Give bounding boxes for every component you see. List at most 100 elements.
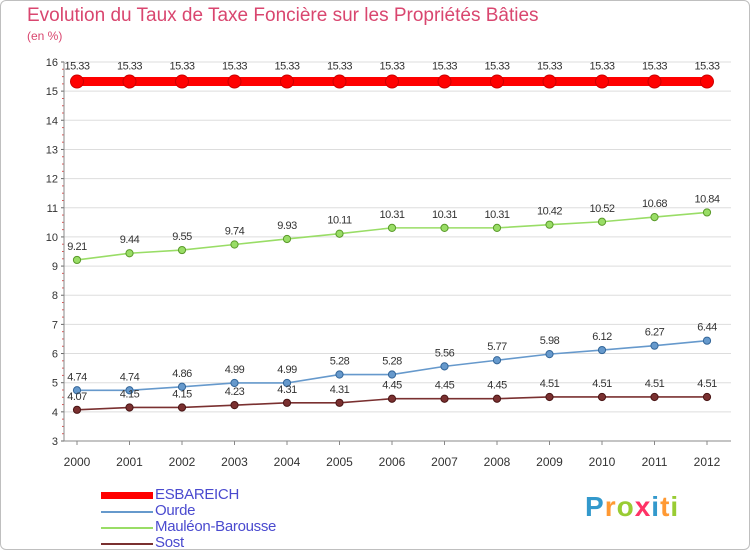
data-label: 4.74 (120, 371, 140, 383)
data-point (227, 74, 242, 89)
data-point (545, 350, 554, 359)
legend-swatch (101, 543, 153, 545)
data-label: 5.28 (330, 356, 350, 368)
data-label: 4.51 (645, 378, 665, 390)
data-point (440, 394, 449, 403)
data-point (702, 392, 712, 402)
data-label: 9.55 (172, 231, 192, 243)
data-label: 6.27 (645, 327, 665, 339)
data-point (492, 356, 502, 365)
data-point (72, 405, 82, 414)
y-tick-label: 13 (46, 144, 58, 156)
data-label: 5.98 (540, 335, 560, 347)
data-label: 10.52 (589, 203, 614, 215)
data-label: 15.33 (484, 61, 509, 73)
y-tick-label: 10 (46, 232, 58, 244)
data-label: 4.07 (67, 391, 87, 403)
data-label: 5.28 (382, 356, 402, 368)
data-point (335, 229, 344, 238)
x-tick-label: 2000 (64, 455, 91, 469)
legend-label: ESBAREICH (155, 486, 239, 503)
data-point (125, 249, 134, 258)
data-label: 15.33 (169, 61, 194, 73)
x-tick-label: 2007 (431, 455, 458, 469)
data-point (700, 74, 714, 89)
data-label: 9.21 (67, 241, 87, 253)
legend-swatch (101, 511, 153, 513)
data-point (595, 74, 609, 89)
y-tick-label: 6 (52, 349, 58, 361)
data-point (177, 382, 187, 391)
legend-label: Sost (155, 534, 184, 550)
legend-swatch (101, 492, 153, 499)
x-tick-label: 2001 (116, 455, 143, 469)
data-point (437, 74, 452, 89)
logo-letter: t (660, 491, 671, 522)
data-point (702, 336, 712, 345)
data-label: 4.51 (540, 378, 560, 390)
data-point (650, 212, 659, 222)
data-label: 15.33 (379, 61, 404, 73)
legend-label: Mauléon-Barousse (155, 518, 277, 535)
data-label: 10.31 (432, 209, 457, 221)
data-point (545, 220, 554, 229)
data-point (72, 386, 82, 395)
data-label: 9.74 (225, 226, 245, 238)
x-tick-label: 2004 (274, 455, 301, 469)
data-label: 4.99 (277, 364, 297, 376)
data-point (492, 223, 502, 232)
data-point (335, 398, 344, 407)
data-label: 15.33 (694, 61, 719, 73)
data-label: 15.33 (274, 61, 299, 73)
data-point (282, 398, 292, 407)
data-label: 4.31 (330, 384, 350, 396)
data-point (387, 370, 397, 379)
data-label: 6.12 (592, 331, 612, 343)
data-label: 15.33 (327, 61, 352, 73)
data-point (650, 341, 659, 350)
y-tick-label: 11 (47, 203, 58, 215)
y-tick-label: 5 (52, 378, 58, 390)
logo-letter: o (616, 491, 635, 522)
data-point (177, 403, 187, 412)
data-label: 15.33 (117, 61, 142, 73)
data-point (440, 362, 449, 371)
data-point (230, 240, 239, 249)
data-point (387, 394, 397, 403)
data-label: 15.33 (64, 61, 89, 73)
data-label: 5.56 (435, 347, 455, 359)
x-tick-label: 2008 (484, 455, 511, 469)
data-label: 15.33 (222, 61, 247, 73)
data-point (280, 74, 294, 89)
data-label: 4.45 (435, 380, 455, 392)
data-point (282, 234, 292, 244)
x-tick-label: 2005 (326, 455, 353, 469)
data-label: 15.33 (589, 61, 614, 73)
data-label: 15.33 (432, 61, 457, 73)
data-point (177, 245, 187, 255)
data-label: 10.31 (484, 209, 509, 221)
data-point (545, 392, 554, 402)
data-point (230, 378, 239, 388)
data-label: 9.44 (120, 234, 140, 246)
data-label: 10.84 (694, 193, 719, 205)
legend-swatch (101, 527, 153, 529)
x-tick-label: 2002 (169, 455, 196, 469)
data-point (650, 392, 659, 402)
data-point (230, 401, 239, 410)
data-label: 4.31 (277, 384, 297, 396)
y-tick-label: 12 (46, 174, 58, 186)
data-point (125, 403, 134, 412)
data-label: 4.74 (67, 371, 87, 383)
proxiti-logo: Proxiti (585, 491, 679, 523)
data-point (175, 74, 189, 89)
data-label: 4.86 (172, 368, 192, 380)
y-axis-unit: (en %) (27, 29, 63, 43)
logo-letter: i (670, 491, 680, 522)
y-tick-label: 14 (46, 115, 58, 127)
data-label: 6.44 (697, 322, 717, 334)
chart-title: Evolution du Taux de Taxe Foncière sur l… (27, 5, 539, 26)
data-point (72, 255, 82, 265)
